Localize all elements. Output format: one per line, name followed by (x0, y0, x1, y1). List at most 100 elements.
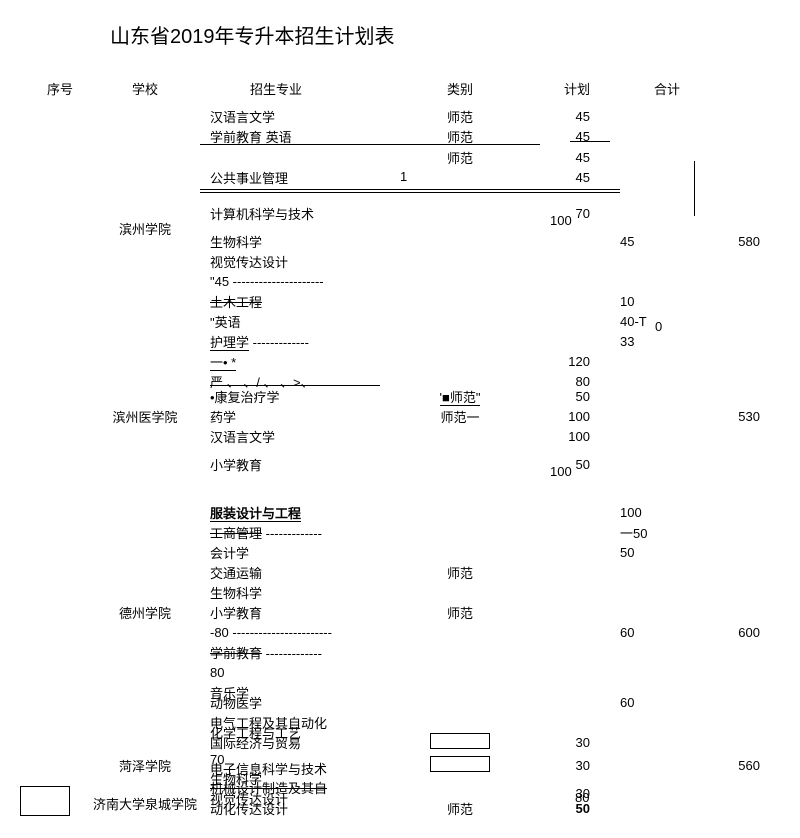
table-row: 公共事业管理145 (200, 167, 770, 187)
plan-cell: 100 (520, 429, 610, 444)
plan-cell: 45 (520, 170, 610, 185)
table-row: 动物医学60 (200, 692, 770, 712)
table-row: 一• * 120 (200, 351, 770, 371)
major-cell: 国际经济与贸易 (200, 733, 400, 752)
group-4: 济南大学泉城学院机械设计制造及其自视觉传达设计3080动化传达设计师范50 (30, 788, 770, 818)
table-body: 滨州学院汉语言文学师范45学前教育 英语师范45师范45公共事业管理145计算机… (30, 106, 770, 818)
category-cell: 师范 (400, 799, 520, 818)
group-rows: 服装设计与工程100工商管理 -------------一50会计学50交通运输… (200, 482, 770, 742)
page-title: 山东省2019年专升本招生计划表 (30, 20, 770, 49)
table-row: "英语40-T0 (200, 311, 770, 331)
group-seq (30, 742, 90, 788)
major-cell: 视觉传达设计 (200, 252, 400, 271)
table-row: 汉语言文学 100 (200, 426, 770, 446)
major-cell: 药学 (200, 407, 400, 426)
group-rows: 汉语言文学师范45学前教育 英语师范45师范45公共事业管理145计算机科学与技… (200, 106, 770, 351)
table-row: -80 -----------------------60600 (200, 622, 770, 642)
header-total: 合计 (610, 79, 690, 98)
category-cell: 师范 (400, 127, 520, 146)
major-cell: 工商管理 ------------- (200, 523, 400, 542)
table-row: 护理学 -------------33 (200, 331, 770, 351)
group-1: 滨州医学院一• *120 严 、 、/ 、 、>、80•康复治疗学'■师范"50… (30, 351, 770, 482)
major-cell: "45 --------------------- (200, 274, 400, 289)
table-row: 会计学50 (200, 542, 770, 562)
major-cell: 生物科学 (200, 583, 400, 602)
plan-cell: 45 (520, 129, 610, 144)
table-row: 学前教育 ------------- (200, 642, 770, 662)
header-major: 招生专业 (200, 79, 400, 98)
major-cell: 生物科学 (200, 232, 400, 251)
plan-cell: 45 (520, 109, 610, 124)
major-cell: 计算机科学与技术 (200, 204, 400, 223)
table-row: 师范45 (200, 147, 770, 167)
major-cell: 动物医学 (200, 693, 400, 712)
plan-cell: 120 (520, 354, 610, 369)
category-cell: '■师范" (400, 387, 520, 406)
table-row: 工商管理 -------------一50 (200, 522, 770, 542)
table-header: 序号 学校 招生专业 类别 计划 合计 (30, 79, 770, 98)
table-row: 计算机科学与技术70100 (200, 195, 770, 231)
category-cell: 师范 (400, 563, 520, 582)
table-row: 小学教育50100 (200, 446, 770, 482)
table-row: 动化传达设计师范50 (200, 798, 770, 818)
table-row: 交通运输师范 (200, 562, 770, 582)
major-cell: •康复治疗学 (200, 387, 400, 406)
major-cell: 会计学 (200, 543, 400, 562)
table-row: 生物科学45580 (200, 231, 770, 251)
box-left (20, 786, 70, 816)
total-cell: 580 (700, 234, 760, 249)
major-cell: 汉语言文学 (200, 427, 400, 446)
major-cell: 动化传达设计 (200, 799, 400, 818)
group-seq (30, 351, 90, 482)
major-cell: 小学教育 (200, 455, 400, 474)
plan-cell: 30 (520, 735, 610, 750)
header-plan: 计划 (520, 79, 610, 98)
table-row: "45 --------------------- (200, 271, 770, 291)
major-cell: 汉语言文学 (200, 107, 400, 126)
major-cell: 学前教育 英语 (200, 127, 400, 146)
group-rows: 机械设计制造及其自视觉传达设计3080动化传达设计师范50 (200, 788, 770, 818)
major-cell: 80 (200, 665, 400, 680)
plan-cell: 45 (520, 150, 610, 165)
major-cell: 一• * (200, 352, 400, 371)
major-cell: 交通运输 (200, 563, 400, 582)
school-name: 滨州医学院 (90, 351, 200, 482)
total-cell: 600 (700, 625, 760, 640)
major-cell: 公共事业管理 (200, 168, 400, 187)
category-cell: 师范一 (400, 407, 520, 426)
table-row: 视觉传达设计 (200, 251, 770, 271)
plan-cell: 50 (520, 389, 610, 404)
major-cell: 土木工程 (200, 292, 400, 311)
major-cell: 服装设计与工程 (200, 503, 400, 522)
major-cell: 学前教育 ------------- (200, 643, 400, 662)
header-seq: 序号 (30, 79, 90, 98)
header-school: 学校 (90, 79, 200, 98)
school-name: 菏泽学院 (90, 742, 200, 788)
table-row: 国际经济与贸易 30 (200, 732, 770, 752)
group-rows: 一• *120 严 、 、/ 、 、>、80•康复治疗学'■师范"50药学师范一… (200, 351, 770, 482)
category-cell: 师范 (400, 603, 520, 622)
group-0: 滨州学院汉语言文学师范45学前教育 英语师范45师范45公共事业管理145计算机… (30, 106, 770, 351)
major-cell: 护理学 ------------- (200, 332, 400, 351)
table-row: 80 (200, 662, 770, 682)
total-cell: 530 (700, 409, 760, 424)
table-row: 土木工程10 (200, 291, 770, 311)
school-name: 德州学院 (90, 482, 200, 742)
school-name: 滨州学院 (90, 106, 200, 351)
major-cell: 小学教育 (200, 603, 400, 622)
category-cell: 师范 (400, 148, 520, 167)
table-row: 服装设计与工程100 (200, 502, 770, 522)
table-row: 药学师范一100 530 (200, 406, 770, 426)
plan-cell: 100 (520, 409, 610, 424)
header-category: 类别 (400, 79, 520, 98)
table-row: 汉语言文学师范45 (200, 106, 770, 126)
table-row: •康复治疗学'■师范"50 (200, 386, 770, 406)
major-cell: "英语 (200, 312, 400, 331)
table-row: 生物科学 (200, 582, 770, 602)
table-row: 学前教育 英语师范45 (200, 126, 770, 146)
table-row (200, 482, 770, 502)
group-seq (30, 106, 90, 351)
table-row: 小学教育师范 (200, 602, 770, 622)
school-name: 济南大学泉城学院 (90, 788, 200, 818)
group-2: 德州学院服装设计与工程100工商管理 -------------一50会计学50… (30, 482, 770, 742)
